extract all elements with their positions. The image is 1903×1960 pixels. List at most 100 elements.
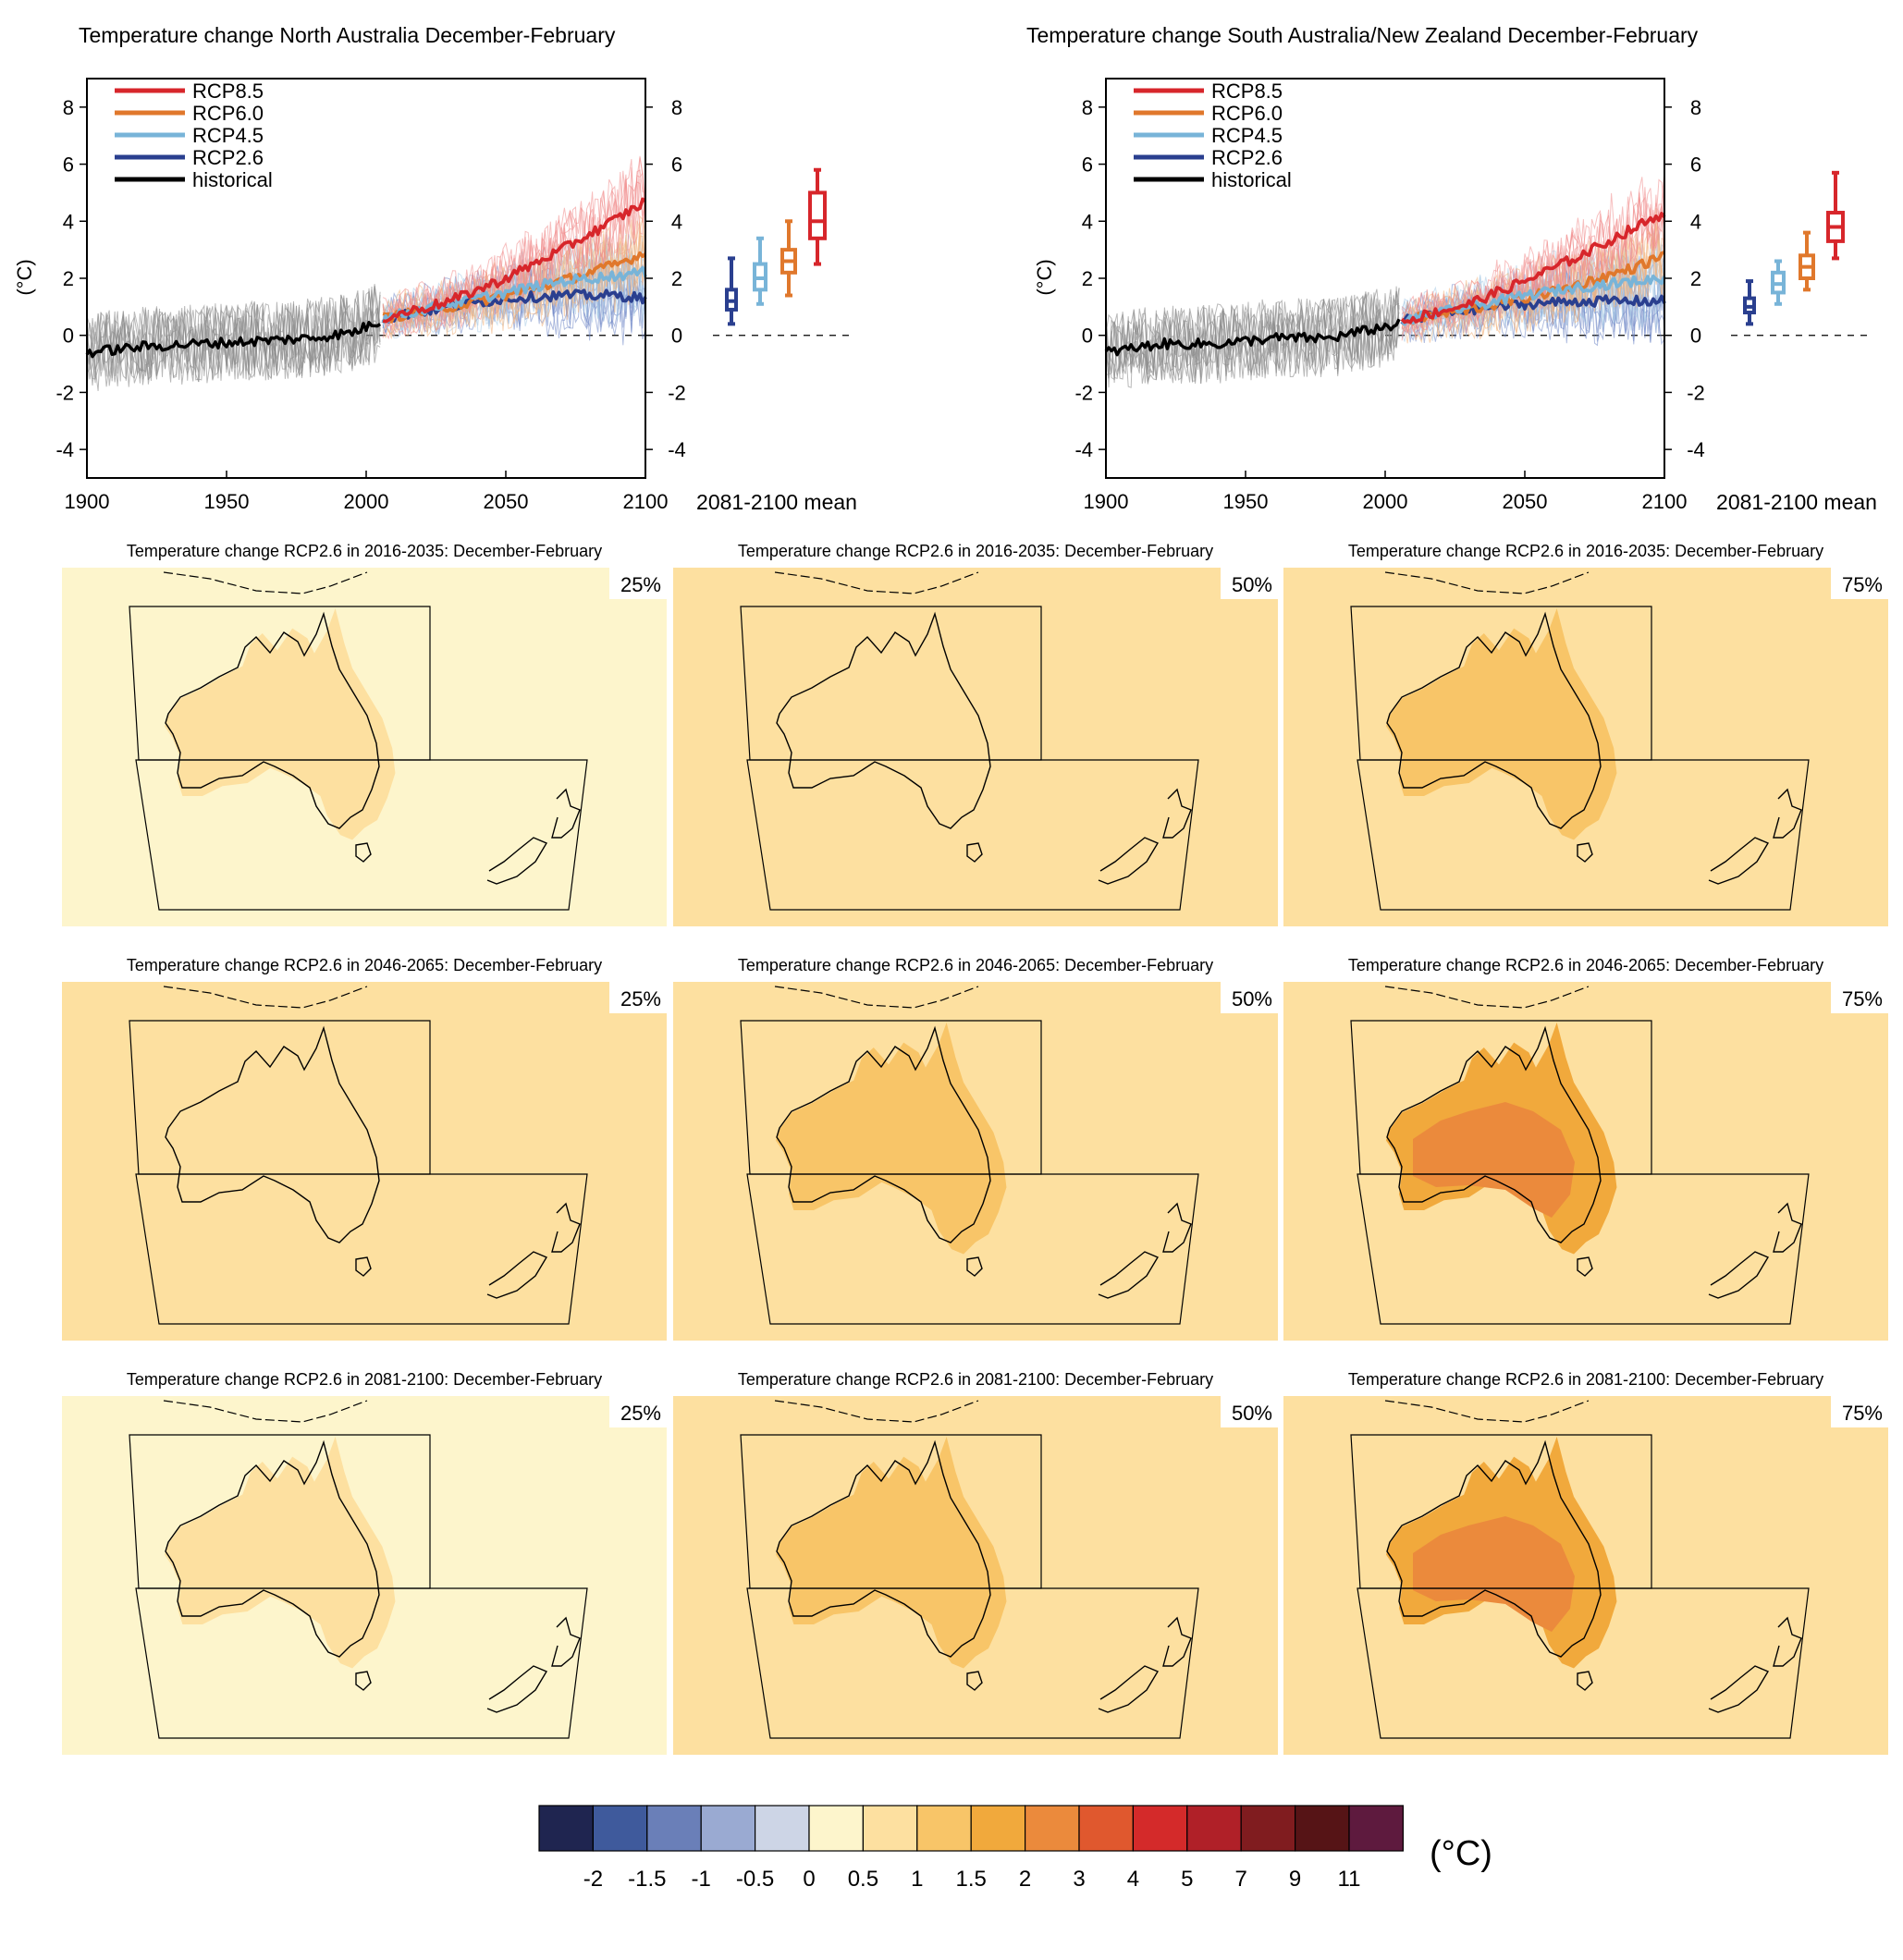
map-land-anomaly xyxy=(164,608,396,840)
colorbar: -2 -1.5 -1 -0.5 0 0.5 1 1.5 2 3 4 5 7 9 11 (°C) xyxy=(538,1805,1492,1892)
boxes-label-south: 2081-2100 mean xyxy=(1716,490,1877,514)
coastline-nz-south xyxy=(1708,837,1770,885)
colorbar-cell xyxy=(1348,1805,1405,1852)
region-box-south xyxy=(1357,1587,1810,1739)
coastline-nz-south xyxy=(1098,837,1160,885)
coastline-australia xyxy=(776,611,991,829)
colorbar-cells xyxy=(538,1805,1405,1852)
map-title: Temperature change RCP2.6 in 2016-2035: … xyxy=(1348,542,1823,560)
percentile-label: 25% xyxy=(620,1402,661,1425)
map-land-anomaly xyxy=(164,1023,396,1255)
x-tick-label: 1950 xyxy=(1223,490,1269,513)
percentile-box xyxy=(1221,1396,1278,1427)
colorbar-label: -1 xyxy=(692,1867,711,1892)
x-tick-label: 2000 xyxy=(1363,490,1408,513)
map-title: Temperature change RCP2.6 in 2081-2100: … xyxy=(738,1370,1213,1389)
colorbar-label: -0.5 xyxy=(736,1867,774,1892)
colorbar-cell xyxy=(646,1805,702,1852)
region-box-south xyxy=(135,759,588,911)
legend-label-rcp8.5: RCP8.5 xyxy=(192,80,264,103)
map-title: Temperature change RCP2.6 in 2016-2035: … xyxy=(738,542,1213,560)
y-tick-label-left: 2 xyxy=(1082,267,1093,290)
coastline-tasmania xyxy=(355,1256,372,1277)
mean-line-rcp8.5 xyxy=(382,197,647,324)
map-panel-r1-c2: Temperature change RCP2.6 in 2046-2065: … xyxy=(1283,956,1888,1341)
region-box-south xyxy=(746,759,1199,911)
chart-title-north: Temperature change North Australia Decem… xyxy=(79,23,616,47)
box-iqr-rcp8.5 xyxy=(808,190,827,240)
coastline-new-guinea xyxy=(1384,571,1590,594)
percentile-box xyxy=(1831,1396,1888,1427)
coastline-new-guinea xyxy=(1384,1400,1590,1423)
map-land-core-anomaly xyxy=(1413,1102,1575,1218)
coastline-australia xyxy=(165,1439,380,1658)
coastline-new-guinea xyxy=(774,1400,979,1423)
coastline-tasmania xyxy=(966,842,983,863)
percentile-label: 75% xyxy=(1842,573,1883,596)
coastline-nz-north xyxy=(551,788,581,839)
coastline-tasmania xyxy=(1577,842,1593,863)
ensemble-member-historical xyxy=(86,294,381,385)
mean-line-rcp8.5 xyxy=(1400,212,1666,325)
map-panel-r0-c0: Temperature change RCP2.6 in 2016-2035: … xyxy=(62,542,667,926)
colorbar-labels: -2 -1.5 -1 -0.5 0 0.5 1 1.5 2 3 4 5 7 9 11 xyxy=(583,1867,1361,1892)
percentile-box xyxy=(1831,568,1888,599)
map-land-anomaly xyxy=(164,1437,396,1669)
map-title: Temperature change RCP2.6 in 2081-2100: … xyxy=(1348,1370,1823,1389)
colorbar-cell xyxy=(1132,1805,1188,1852)
map-land-anomaly xyxy=(1385,608,1617,840)
coastline-australia xyxy=(165,1025,380,1243)
colorbar-cell xyxy=(592,1805,648,1852)
colorbar-label: -2 xyxy=(583,1867,603,1892)
y-tick-label-left: 4 xyxy=(1082,210,1093,233)
colorbar-label: 0.5 xyxy=(848,1867,878,1892)
coastline-nz-north xyxy=(1162,1202,1192,1253)
percentile-label: 75% xyxy=(1842,987,1883,1011)
region-box-south xyxy=(1357,1173,1810,1325)
coastline-nz-south xyxy=(1708,1665,1770,1713)
ensemble-member-historical xyxy=(86,286,381,381)
map-panel-r1-c0: Temperature change RCP2.6 in 2046-2065: … xyxy=(62,956,667,1341)
axes-layer-south: 1900 1950 2000 2050 2100 -4 -4 -2 -2 0 0 2 2 4 4 6 6 8 8 xyxy=(1074,96,1704,513)
y-tick-label-right: 0 xyxy=(671,325,682,348)
coastline-nz-south xyxy=(486,1665,548,1713)
axes-layer-north: 1900 1950 2000 2050 2100 -4 -4 -2 -2 0 0 2 2 4 4 6 6 8 8 xyxy=(55,96,685,513)
map-title: Temperature change RCP2.6 in 2046-2065: … xyxy=(738,956,1213,974)
x-tick-label: 2100 xyxy=(1642,490,1688,513)
colorbar-label: 9 xyxy=(1289,1867,1301,1892)
colorbar-label: 4 xyxy=(1127,1867,1139,1892)
x-tick-label: 1950 xyxy=(204,490,250,513)
x-tick-label: 2000 xyxy=(344,490,389,513)
coastline-tasmania xyxy=(355,842,372,863)
coastline-tasmania xyxy=(966,1256,983,1277)
boxplots-north xyxy=(713,167,855,337)
colorbar-cell xyxy=(1024,1805,1080,1852)
colorbar-label: 11 xyxy=(1338,1867,1361,1892)
percentile-box xyxy=(609,1396,667,1427)
y-tick-label-left: 8 xyxy=(1082,96,1093,119)
map-land-anomaly xyxy=(775,1023,1007,1255)
coastline-nz-south xyxy=(486,1251,548,1299)
region-box-south xyxy=(135,1587,588,1739)
colorbar-cell xyxy=(862,1805,918,1852)
percentile-label: 25% xyxy=(620,573,661,596)
y-tick-label-left: -2 xyxy=(55,381,74,404)
colorbar-cell xyxy=(538,1805,595,1852)
coastline-nz-north xyxy=(1773,1202,1802,1253)
y-tick-label-right: 8 xyxy=(1690,96,1701,119)
x-tick-label: 2100 xyxy=(623,490,669,513)
colorbar-cell xyxy=(808,1805,865,1852)
legend-label-rcp2.6: RCP2.6 xyxy=(1211,146,1283,169)
colorbar-label: 0 xyxy=(803,1867,815,1892)
series-layer-north xyxy=(85,155,647,391)
region-box-south xyxy=(1357,759,1810,911)
timeseries-south: Temperature change South Australia/New Z… xyxy=(1026,23,1877,514)
coastline-nz-north xyxy=(1773,1616,1802,1667)
ensemble-member-rcp8.5 xyxy=(382,157,646,324)
coastline-tasmania xyxy=(355,1671,372,1691)
colorbar-cell xyxy=(916,1805,972,1852)
coastline-nz-north xyxy=(551,1616,581,1667)
